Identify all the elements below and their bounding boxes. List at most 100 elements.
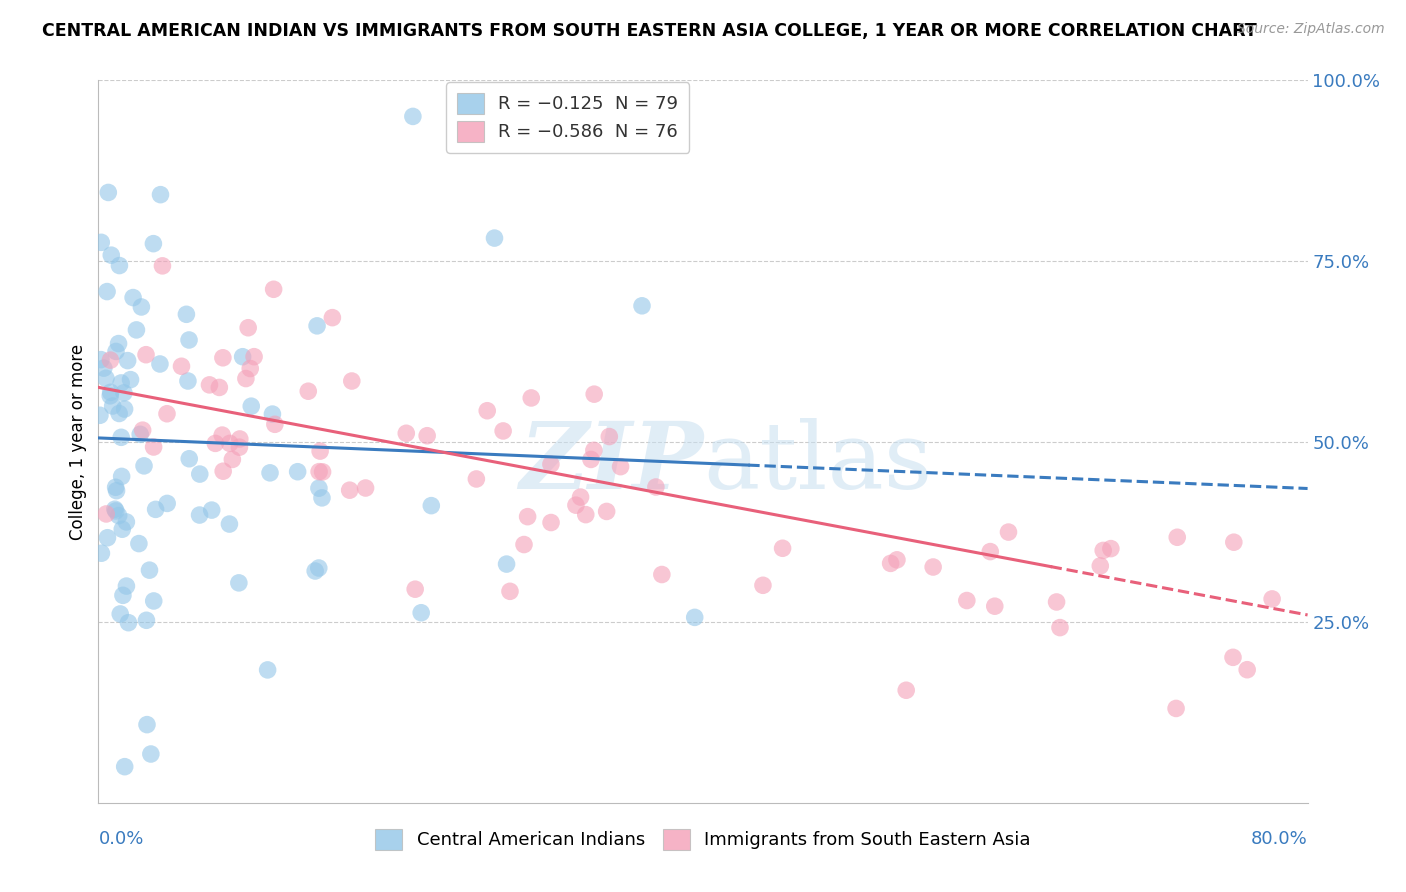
Point <box>89 409 111 423</box>
Point <box>1222 650 1244 665</box>
Point <box>105 344 128 359</box>
Point <box>886 553 908 567</box>
Legend: Central American Indians, Immigrants from South Eastern Asia: Central American Indians, Immigrants fro… <box>366 820 1040 859</box>
Point <box>93 361 115 376</box>
Point <box>879 557 901 571</box>
Point <box>309 444 332 458</box>
Point <box>115 579 138 593</box>
Point <box>104 480 127 494</box>
Point <box>97 186 120 200</box>
Point <box>229 432 252 446</box>
Point <box>287 465 309 479</box>
Point <box>170 359 193 374</box>
Point <box>176 307 198 321</box>
Point <box>683 610 706 624</box>
Point <box>321 310 343 325</box>
Point <box>651 567 673 582</box>
Point <box>1099 541 1122 556</box>
Point <box>256 663 278 677</box>
Point <box>340 374 363 388</box>
Point <box>565 498 588 512</box>
Point <box>239 361 262 376</box>
Point <box>228 440 250 454</box>
Point <box>129 427 152 442</box>
Point <box>201 503 224 517</box>
Point <box>112 385 135 400</box>
Point <box>416 428 439 442</box>
Point <box>100 248 122 262</box>
Point <box>395 426 418 441</box>
Point <box>138 563 160 577</box>
Point <box>149 357 172 371</box>
Point <box>259 466 281 480</box>
Point <box>308 561 330 575</box>
Point <box>117 615 139 630</box>
Point <box>1164 701 1187 715</box>
Point <box>520 391 543 405</box>
Point <box>513 537 536 551</box>
Point <box>1090 558 1112 573</box>
Point <box>125 323 148 337</box>
Point <box>96 507 118 521</box>
Point <box>101 399 124 413</box>
Point <box>111 588 134 602</box>
Point <box>131 423 153 437</box>
Point <box>107 336 129 351</box>
Point <box>339 483 361 498</box>
Point <box>232 350 254 364</box>
Point <box>218 436 240 450</box>
Point <box>420 499 443 513</box>
Point <box>772 541 794 556</box>
Point <box>100 385 122 400</box>
Point <box>569 490 592 504</box>
Point <box>94 371 117 385</box>
Point <box>582 443 605 458</box>
Y-axis label: College, 1 year or more: College, 1 year or more <box>69 343 87 540</box>
Point <box>96 285 118 299</box>
Point <box>132 458 155 473</box>
Point <box>218 517 240 532</box>
Point <box>122 291 145 305</box>
Point <box>235 371 257 385</box>
Point <box>198 377 221 392</box>
Point <box>128 536 150 550</box>
Point <box>263 282 285 296</box>
Point <box>188 467 211 481</box>
Point <box>243 350 266 364</box>
Point <box>595 504 617 518</box>
Point <box>188 508 211 522</box>
Text: atlas: atlas <box>703 418 932 508</box>
Point <box>304 564 326 578</box>
Point <box>262 407 284 421</box>
Point <box>110 607 132 621</box>
Point <box>1049 621 1071 635</box>
Point <box>308 481 330 495</box>
Text: 80.0%: 80.0% <box>1251 830 1308 848</box>
Point <box>997 524 1019 539</box>
Point <box>100 353 122 368</box>
Point <box>211 428 233 442</box>
Point <box>238 320 260 334</box>
Point <box>979 544 1001 558</box>
Point <box>90 546 112 560</box>
Point <box>107 508 129 523</box>
Point <box>110 430 132 444</box>
Point <box>752 578 775 592</box>
Point <box>644 480 666 494</box>
Point <box>540 516 562 530</box>
Point <box>104 504 127 518</box>
Point <box>1223 535 1246 549</box>
Point <box>631 299 654 313</box>
Point <box>1092 543 1115 558</box>
Point <box>896 683 918 698</box>
Point <box>1045 595 1067 609</box>
Point <box>177 374 200 388</box>
Point <box>354 481 377 495</box>
Point <box>404 582 426 597</box>
Point <box>212 464 235 478</box>
Point <box>311 465 333 479</box>
Point <box>311 491 333 505</box>
Point <box>177 333 200 347</box>
Text: ZIP: ZIP <box>519 418 703 508</box>
Point <box>263 417 285 432</box>
